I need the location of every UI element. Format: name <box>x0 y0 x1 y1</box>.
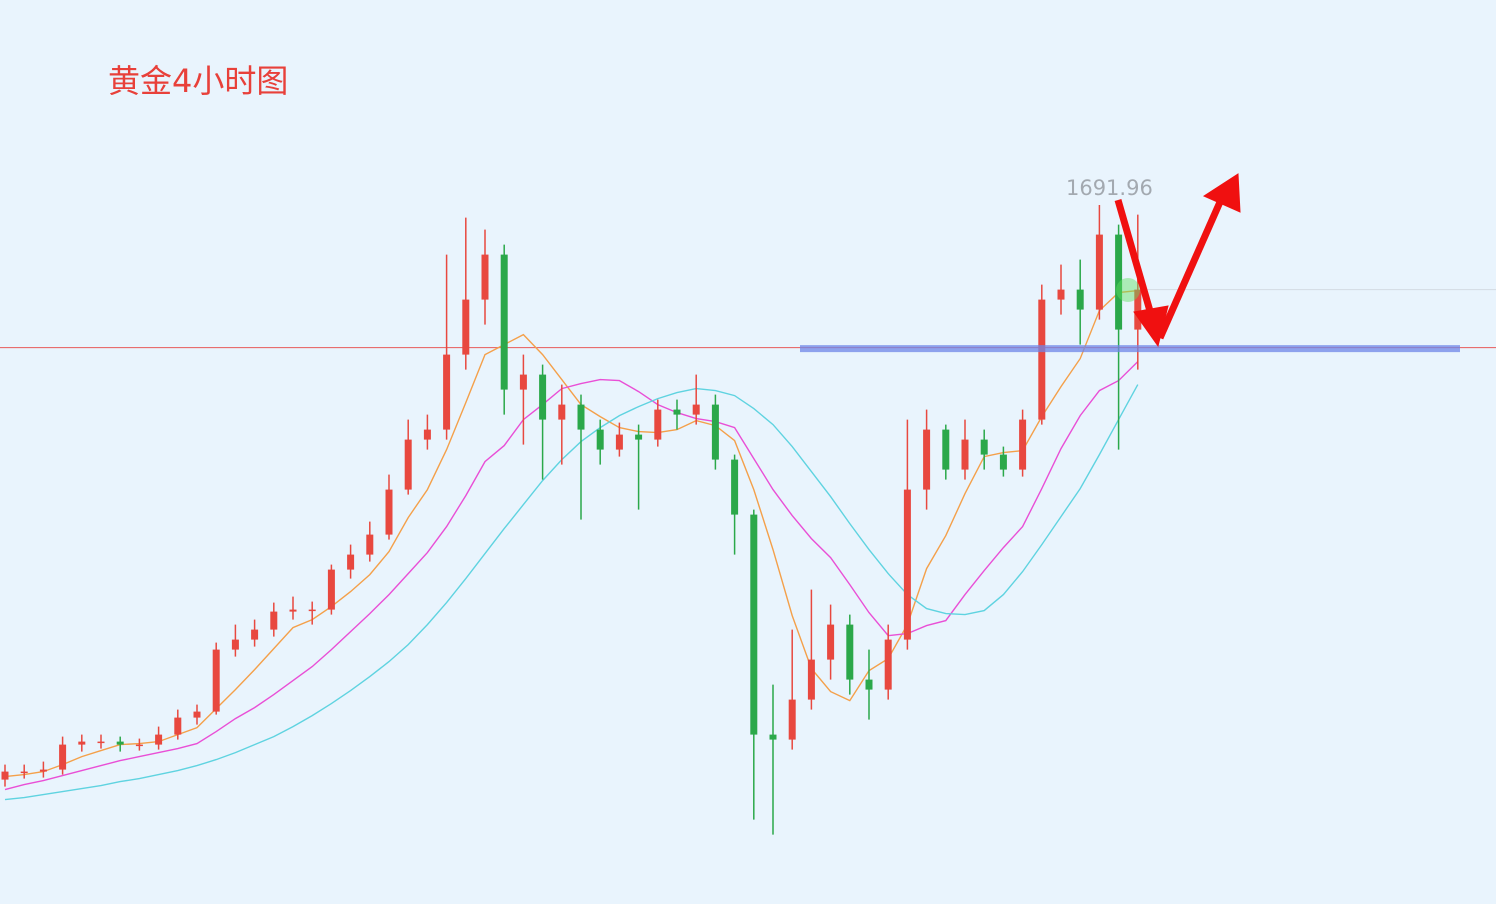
candle-body <box>615 434 623 450</box>
candle-body <box>750 514 758 735</box>
candle-body <box>231 639 239 650</box>
candle-body <box>289 609 297 612</box>
candle-body <box>212 649 220 712</box>
candle-body <box>692 404 700 415</box>
candle-body <box>942 429 950 470</box>
candle-body <box>961 439 969 470</box>
candle-body <box>193 711 201 718</box>
candle-body <box>1057 289 1065 300</box>
candle-body <box>558 404 566 420</box>
candle-body <box>731 459 739 515</box>
high-label: 1691.96 <box>1066 176 1153 200</box>
candle-body <box>865 679 873 690</box>
candle-body <box>846 624 854 680</box>
candle-body <box>596 429 604 450</box>
chart-title: 黄金4小时图 <box>108 62 288 100</box>
candle-body <box>481 254 489 300</box>
candle-body <box>251 629 259 640</box>
candle-body <box>462 299 470 355</box>
arrow-down-shaft <box>1114 199 1156 319</box>
candle-body <box>1038 299 1046 420</box>
moving-average-line <box>4 361 1139 791</box>
candle-body <box>59 744 67 770</box>
candle-body <box>308 609 316 612</box>
candle-body <box>116 741 124 745</box>
candle-body <box>327 569 335 610</box>
candle-body <box>347 554 355 570</box>
glow <box>1116 278 1140 302</box>
plot: 1691.96 <box>0 176 1496 835</box>
candle-body <box>1134 289 1142 330</box>
arrow-up-head <box>1202 173 1241 213</box>
candle-body <box>903 489 911 640</box>
candle-body <box>769 734 777 740</box>
candle-body <box>999 454 1007 470</box>
candle-body <box>1095 234 1103 310</box>
candle-body <box>270 611 278 630</box>
candle-body <box>20 771 28 774</box>
candle-body <box>884 639 892 690</box>
candle-body <box>807 659 815 700</box>
candle-body <box>500 254 508 390</box>
arrows <box>1114 173 1241 348</box>
candle-body <box>78 741 86 745</box>
candle-body <box>1115 234 1123 330</box>
candle-body <box>135 744 143 747</box>
candle-body <box>1076 289 1084 310</box>
candle-body <box>788 699 796 740</box>
candle-body <box>1 771 9 780</box>
candle-body <box>673 409 681 415</box>
candle-body <box>711 404 719 460</box>
candle-body <box>39 769 47 772</box>
candle-body <box>97 741 105 744</box>
candle-body <box>577 404 585 430</box>
candle-body <box>654 409 662 440</box>
candle-body <box>366 534 374 555</box>
moving-average-line <box>4 289 1138 778</box>
moving-average-line <box>4 384 1139 801</box>
candle-body <box>635 434 643 440</box>
candle-body <box>539 374 547 420</box>
candle-body <box>423 429 431 440</box>
candle-body <box>980 439 988 455</box>
candle-body <box>519 374 527 390</box>
candle-body <box>827 624 835 660</box>
candle-body <box>404 439 412 490</box>
candle-body <box>155 734 163 745</box>
candle-body <box>1019 419 1027 470</box>
candle-body <box>385 489 393 535</box>
candle-body <box>174 717 182 735</box>
arrow-up-shaft <box>1156 200 1224 340</box>
candle-body <box>443 354 451 430</box>
candle-body <box>923 429 931 490</box>
